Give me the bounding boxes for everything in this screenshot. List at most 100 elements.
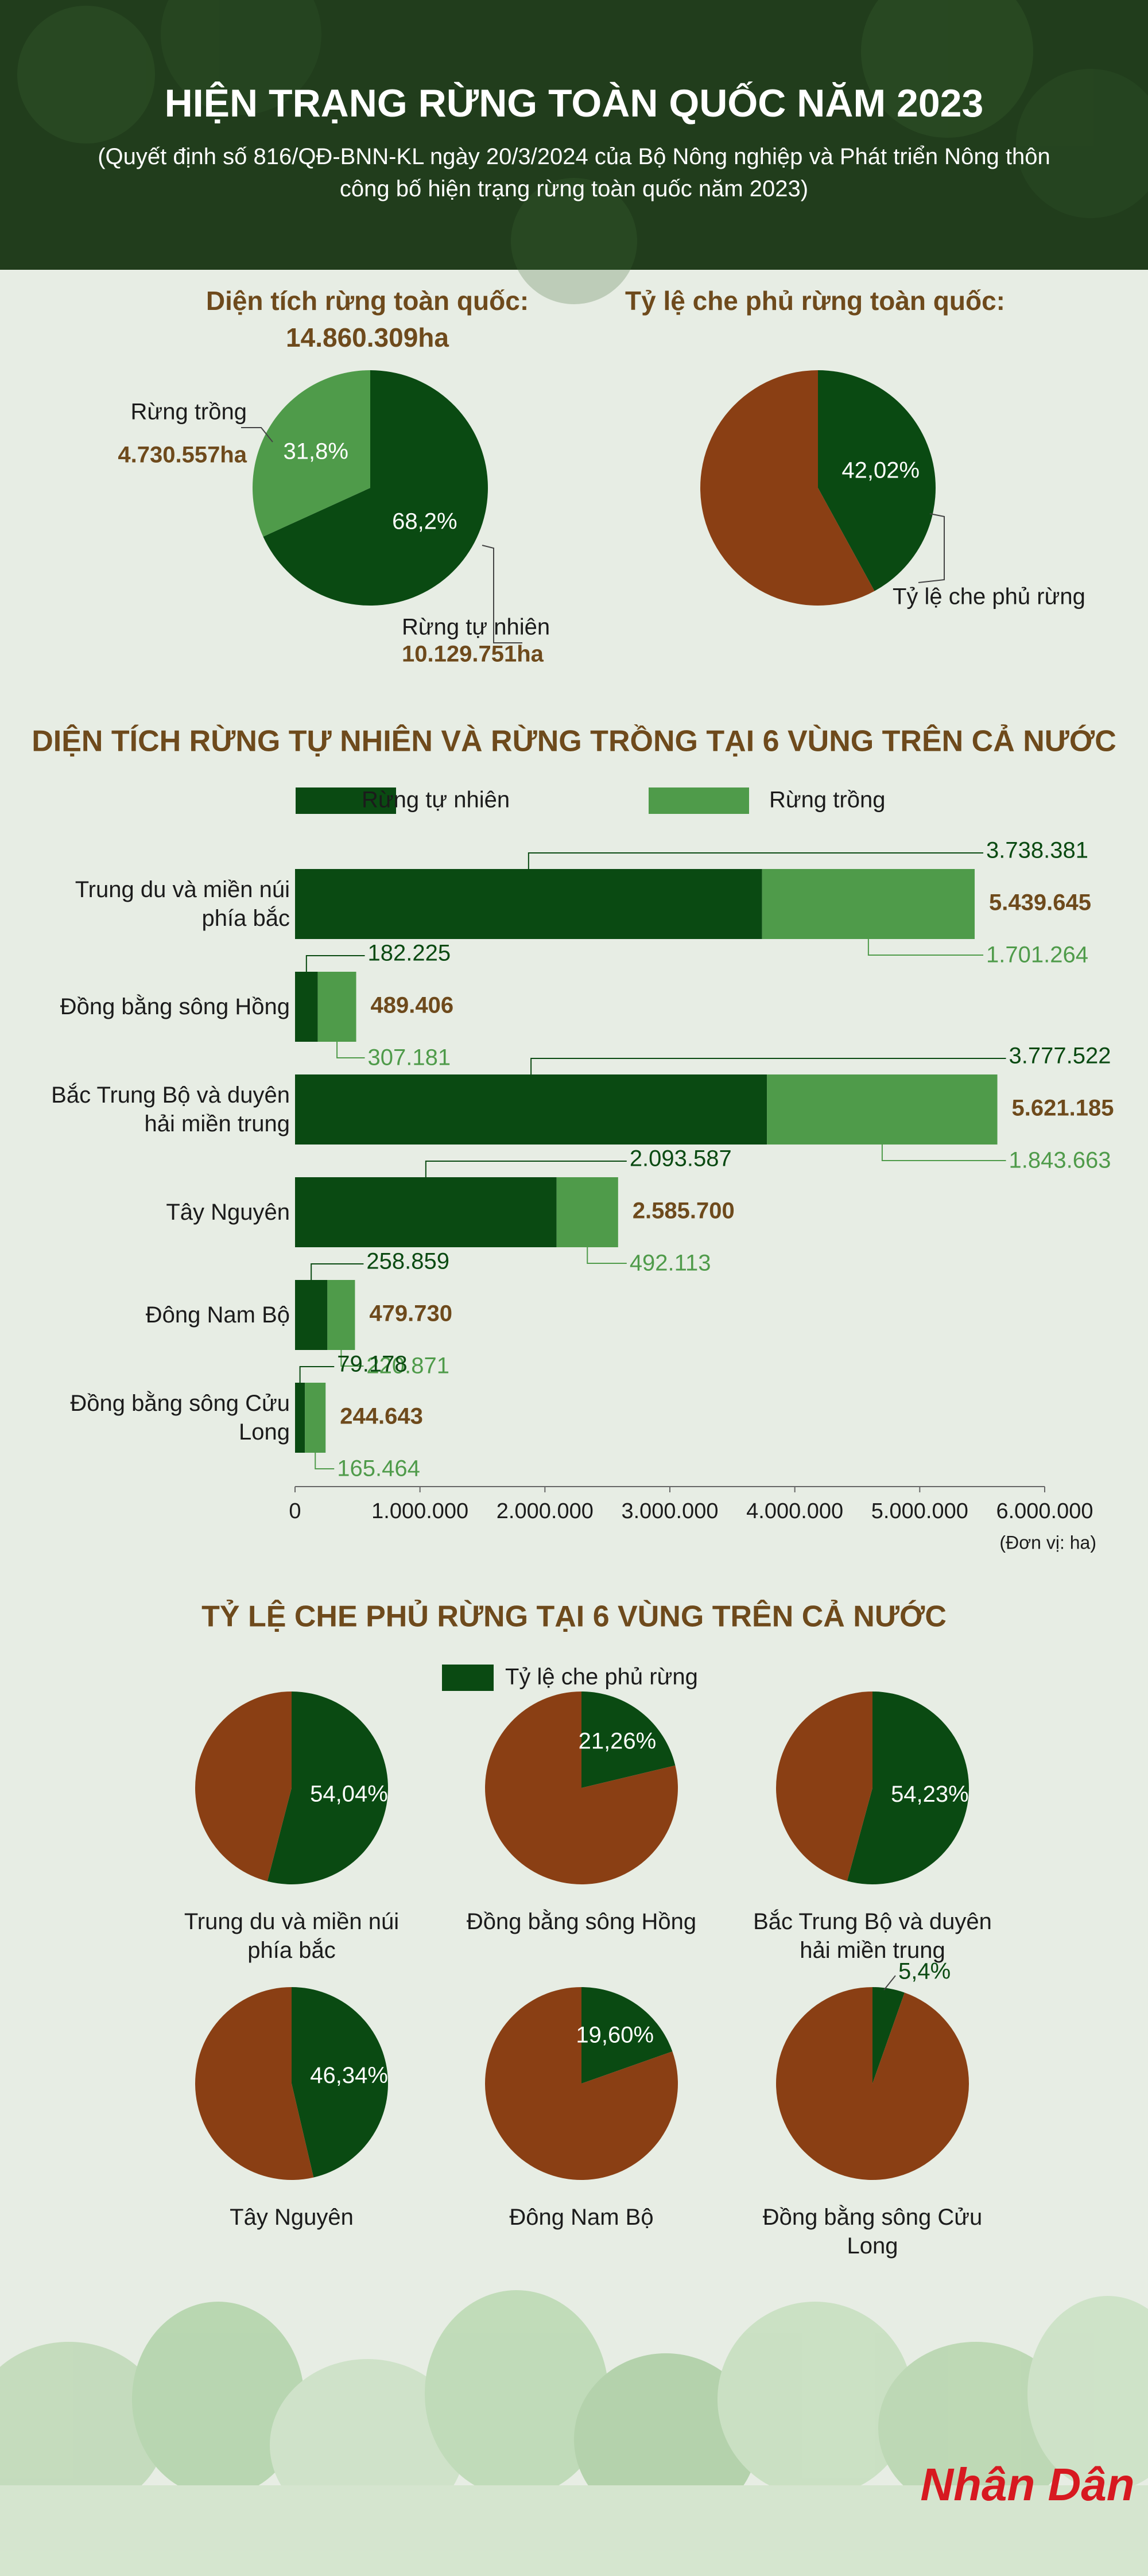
pie-category: Rừng tự nhiên — [402, 615, 550, 640]
x-tick-label: 2.000.000 — [497, 1499, 594, 1523]
pie-value-label: 42,02% — [841, 458, 920, 483]
leader — [867, 939, 984, 956]
pie-value-label: 5,4% — [898, 1959, 951, 1984]
subtitle-box: (Quyết định số 816/QĐ-BNN-KL ngày 20/3/2… — [98, 144, 1050, 201]
pie-name: Tây Nguyên — [230, 2205, 354, 2230]
pie-slice — [267, 1692, 389, 1884]
pie-name-box: Tây Nguyên — [230, 2205, 354, 2230]
leader — [482, 545, 522, 643]
subtitle: (Quyết định số 816/QĐ-BNN-KL ngày 20/3/2… — [98, 144, 1050, 201]
bar-value-label: 3.738.381 — [986, 838, 1088, 863]
bar — [305, 1383, 326, 1453]
bar-value-label: 492.113 — [630, 1251, 711, 1276]
pie-slice — [195, 1692, 292, 1881]
pie-slice — [195, 1987, 314, 2180]
category-label-box: Đồng bằng sông Hồng — [60, 994, 290, 1019]
category-label: Bắc Trung Bộ và duyên hải miền trung — [51, 1083, 290, 1136]
legend-swatch — [296, 787, 396, 814]
category-label-box: Đông Nam Bộ — [145, 1302, 290, 1328]
pie-name: Đồng bằng sông Hồng — [466, 1909, 697, 1934]
x-tick-label: 6.000.000 — [996, 1499, 1093, 1523]
pie-name-box: Đồng bằng sông Cửu Long — [763, 2205, 983, 2259]
x-tick-label: 5.000.000 — [871, 1499, 968, 1523]
leader — [340, 1350, 364, 1367]
bar — [295, 1177, 557, 1247]
bar-value-label: 3.777.522 — [1009, 1043, 1111, 1069]
leader — [530, 1058, 1006, 1074]
pie-slice — [263, 370, 488, 606]
header-band — [0, 0, 1148, 270]
section-title: DIỆN TÍCH RỪNG TỰ NHIÊN VÀ RỪNG TRỒNG TẠ… — [32, 724, 1116, 758]
pie-area: 4.730.557ha — [118, 443, 247, 468]
bar-total-label: 2.585.700 — [633, 1198, 735, 1224]
category-label-box: Tây Nguyên — [166, 1200, 290, 1225]
pie-value-label: 21,26% — [579, 1728, 657, 1753]
category-label: Đồng bằng sông Hồng — [60, 994, 290, 1019]
category-label-box: Bắc Trung Bộ và duyên hải miền trung — [51, 1083, 290, 1136]
pie-slice — [581, 1692, 676, 1788]
x-tick-label: 4.000.000 — [746, 1499, 843, 1523]
pie-name-box: Bắc Trung Bộ và duyên hải miền trung — [753, 1909, 992, 1963]
pie-name: Trung du và miền núi phía bắc — [184, 1909, 400, 1963]
bar-value-label: 79.178 — [337, 1352, 407, 1377]
bar — [556, 1177, 618, 1247]
bar-total-label: 479.730 — [369, 1301, 452, 1326]
pie-slice — [581, 1987, 673, 2084]
bar-value-label: 182.225 — [368, 941, 451, 966]
logo: Nhân Dân — [920, 2459, 1134, 2510]
legend-label: Rừng trồng — [769, 787, 885, 813]
category-label-box: Đồng bằng sông Cửu Long — [70, 1391, 290, 1445]
title: HIỆN TRẠNG RỪNG TOÀN QUỐC NĂM 2023 — [165, 81, 984, 125]
pie-slice — [485, 1692, 678, 1884]
category-label: Đông Nam Bộ — [145, 1302, 290, 1328]
pie-slice — [253, 370, 370, 537]
pie-value-label: 68,2% — [392, 509, 457, 534]
pie-slice — [700, 370, 875, 606]
bar-total-label: 244.643 — [340, 1404, 423, 1429]
leader — [587, 1247, 627, 1264]
footer-trees — [0, 2290, 1148, 2576]
section-title: TỶ LỆ CHE PHỦ RỪNG TẠI 6 VÙNG TRÊN CẢ NƯ… — [201, 1600, 947, 1634]
bar — [295, 1074, 767, 1145]
bar-value-label: 1.701.264 — [986, 942, 1088, 968]
leader — [881, 1145, 1006, 1161]
x-unit: (Đơn vị: ha) — [999, 1532, 1096, 1553]
pie-title: Diện tích rừng toàn quốc: — [206, 286, 529, 316]
bar-value-label: 2.093.587 — [630, 1146, 732, 1171]
pie-value-label: 54,23% — [891, 1782, 969, 1807]
bar — [317, 972, 356, 1042]
bar — [762, 869, 975, 939]
category-label: Trung du và miền núi phía bắc — [75, 877, 290, 931]
bar — [327, 1280, 355, 1350]
pie-category: Tỷ lệ che phủ rừng — [893, 584, 1085, 610]
pie-category: Rừng trồng — [131, 399, 247, 425]
legend-swatch — [442, 1665, 494, 1691]
x-tick-label: 1.000.000 — [371, 1499, 468, 1523]
pie-slice — [292, 1987, 389, 2178]
legend-label: Tỷ lệ che phủ rừng — [505, 1665, 698, 1690]
pie-slice — [484, 1987, 678, 2181]
legend-swatch — [649, 787, 749, 814]
leader — [311, 1263, 364, 1280]
leader — [918, 513, 945, 583]
leader — [241, 427, 273, 443]
leader — [336, 1042, 365, 1058]
pie-slice — [872, 1987, 905, 2084]
pie-value-label: 46,34% — [310, 2063, 388, 2088]
category-label-box: Trung du và miền núi phía bắc — [75, 877, 290, 931]
bar-total-label: 489.406 — [371, 993, 454, 1018]
bar-value-label: 220.871 — [366, 1353, 449, 1379]
bar — [767, 1074, 998, 1145]
leader — [883, 1975, 896, 1991]
bar-total-label: 5.621.185 — [1012, 1096, 1114, 1121]
pie-name-box: Đồng bằng sông Hồng — [466, 1909, 697, 1934]
bar-value-label: 1.843.663 — [1009, 1148, 1111, 1173]
pie-area: 10.129.751ha — [402, 642, 544, 667]
bar-value-label: 258.859 — [366, 1249, 449, 1274]
pie-name: Đông Nam Bộ — [509, 2205, 654, 2230]
pie-value-label: 31,8% — [283, 439, 348, 464]
x-tick-label: 3.000.000 — [621, 1499, 718, 1523]
header-trees — [17, 0, 1148, 304]
legend-label: Rừng tự nhiên — [362, 787, 510, 813]
